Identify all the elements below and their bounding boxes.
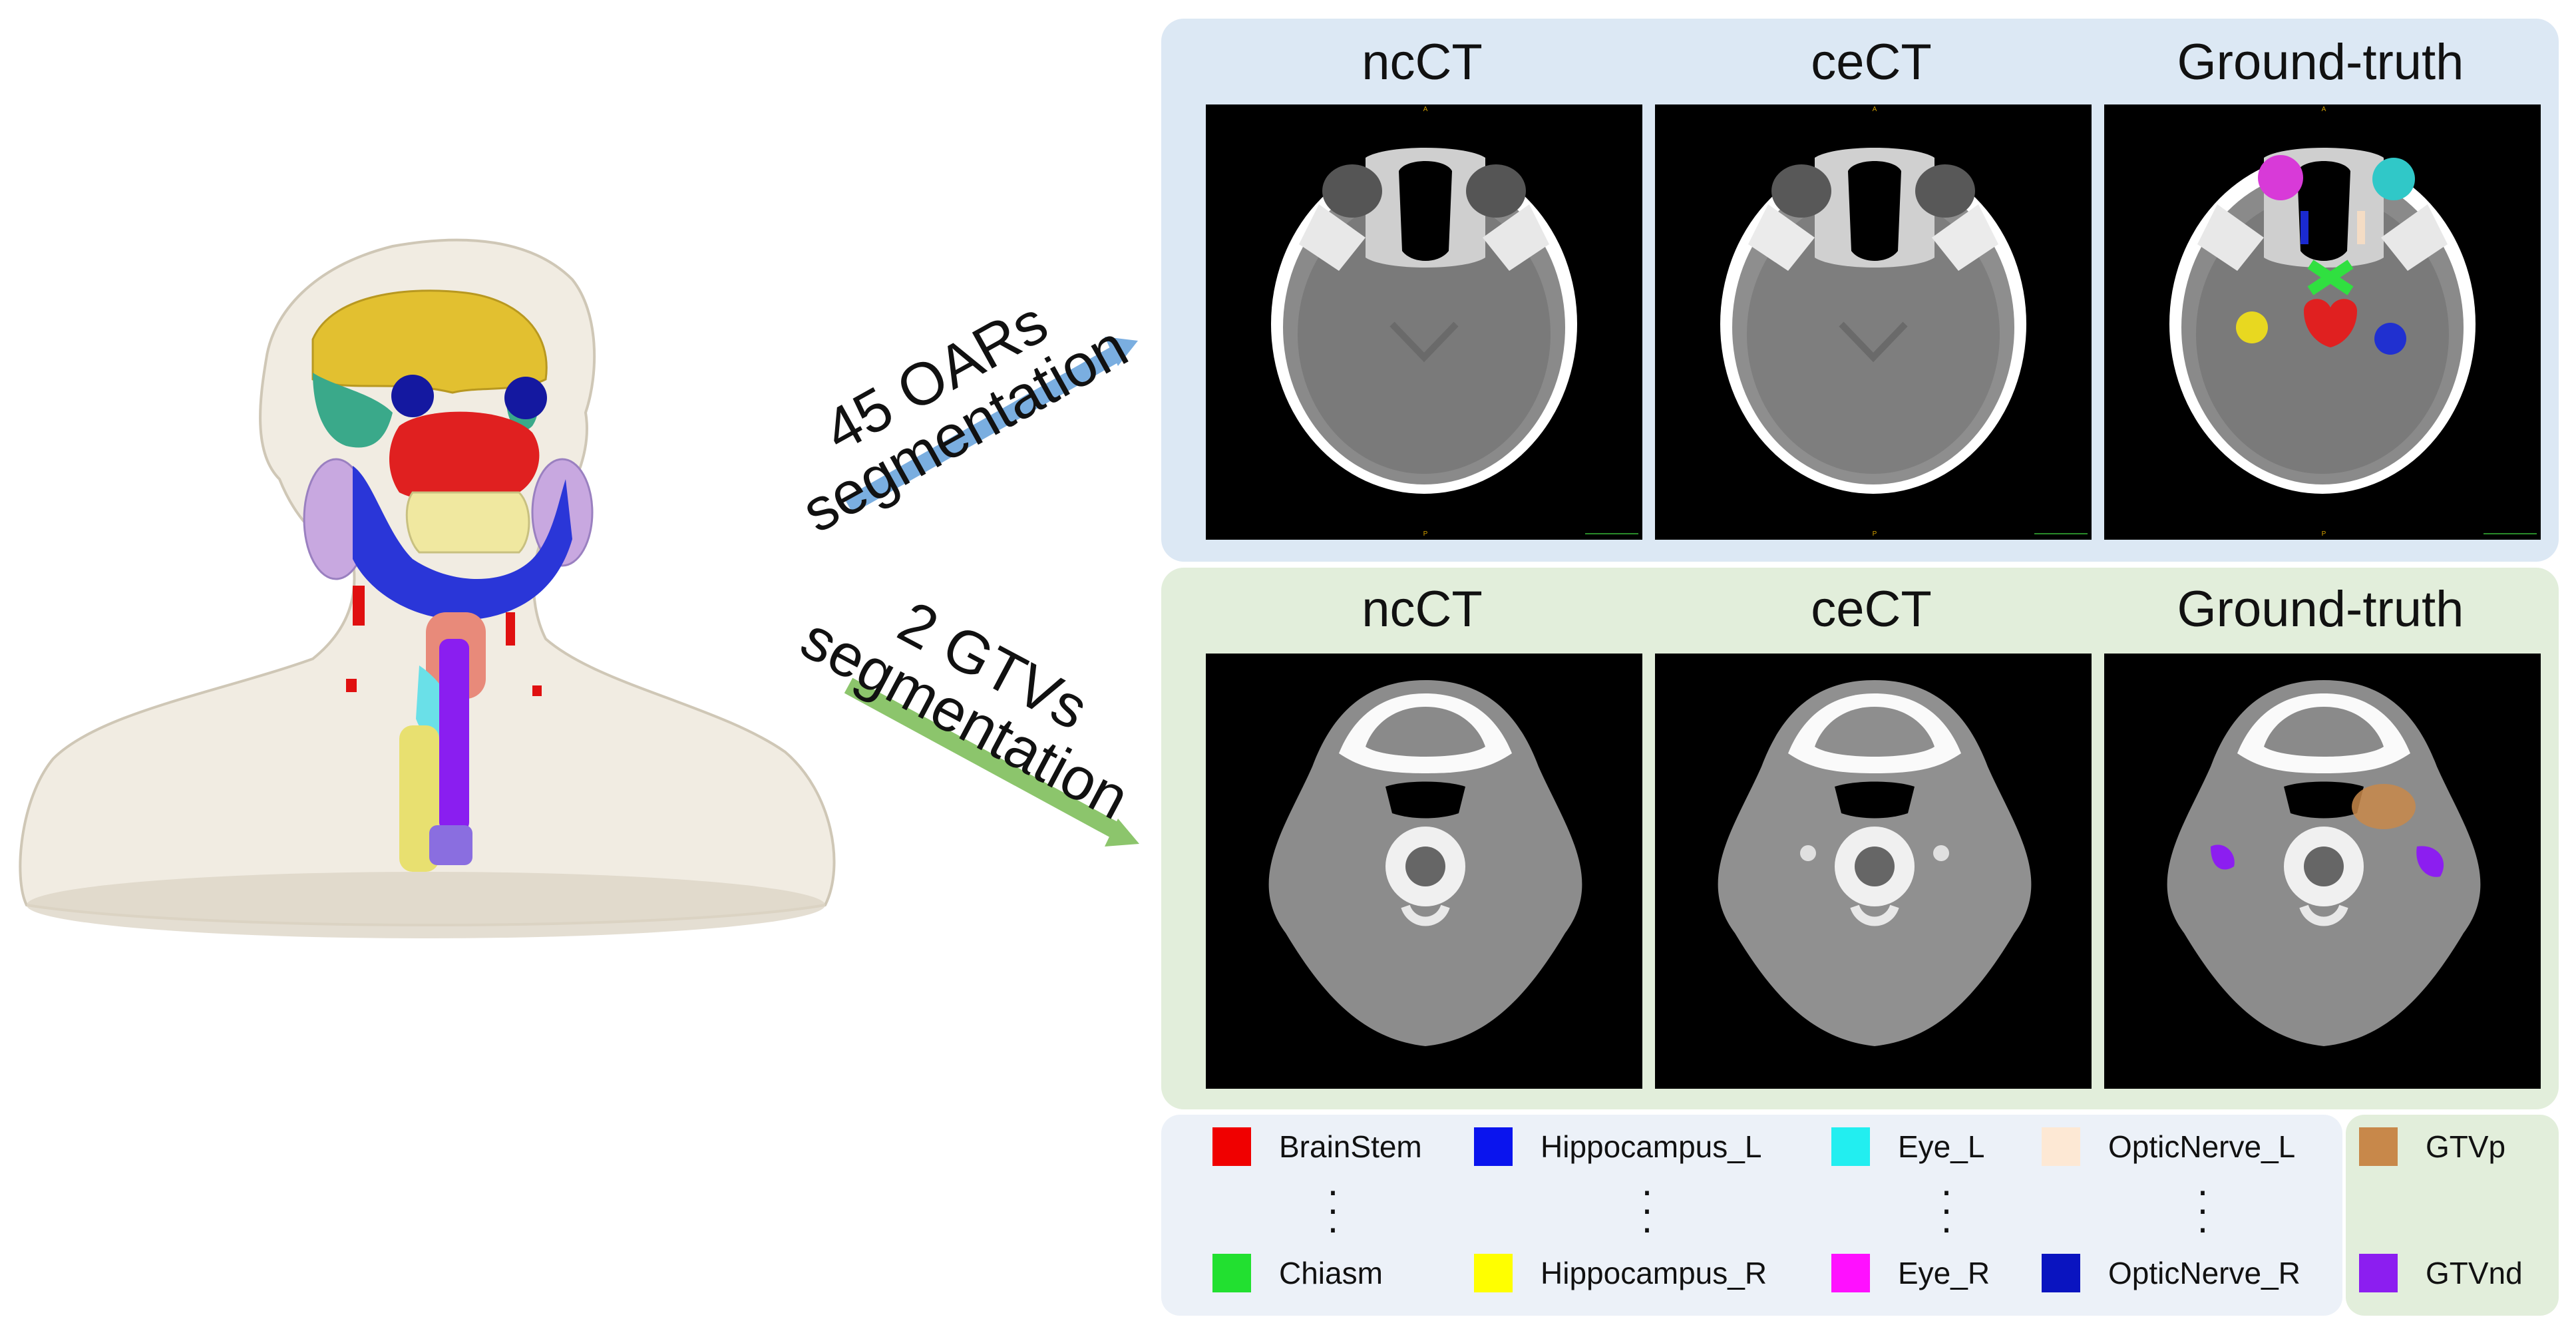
legend-label: Chiasm — [1279, 1256, 1383, 1290]
mandible-structure — [353, 466, 572, 620]
legend-label: Eye_L — [1898, 1129, 1985, 1164]
legend-item-gtvnd: GTVnd — [2359, 1251, 2523, 1295]
legend-label: Eye_R — [1898, 1256, 1990, 1290]
legend-item-chiasm: Chiasm — [1212, 1251, 1383, 1295]
legend-swatch — [1212, 1254, 1251, 1292]
legend-label: OpticNerve_R — [2108, 1256, 2300, 1290]
title-top-ncct: ncCT — [1362, 34, 1483, 91]
gtvs-arrow — [844, 677, 1139, 847]
legend-label: OpticNerve_L — [2108, 1129, 2296, 1164]
gt-gtvp — [2352, 784, 2416, 829]
gt-hippocampus-l — [2374, 323, 2406, 355]
temporal-structure — [313, 373, 393, 448]
legend-swatch — [2359, 1127, 2398, 1166]
svg-text:A: A — [1423, 106, 1428, 113]
scan-top-groundtruth: A P — [2104, 104, 2541, 540]
scan-top-cect: A P — [1655, 104, 2092, 540]
title-bot-gt: Ground-truth — [2177, 581, 2464, 638]
legend-item-opticnerve-r: OpticNerve_R — [2042, 1251, 2300, 1295]
legend-swatch — [1831, 1254, 1870, 1292]
legend-swatch — [1474, 1127, 1513, 1166]
scan-bot-groundtruth — [2104, 654, 2541, 1089]
legend-item-eye-l: Eye_L — [1831, 1125, 1984, 1169]
svg-text:P: P — [1873, 530, 1877, 538]
legend-swatch — [2042, 1254, 2080, 1292]
legend-swatch — [1831, 1127, 1870, 1166]
legend-swatch — [2042, 1127, 2080, 1166]
legend-ellipsis: · · · — [2196, 1168, 2209, 1250]
head-3d-rendering — [19, 238, 836, 938]
legend-label: BrainStem — [1279, 1129, 1422, 1164]
svg-text:P: P — [1423, 530, 1428, 538]
gt-eye-right — [2258, 155, 2303, 200]
oars-arrow — [844, 337, 1138, 514]
gt-hippocampus-r — [2236, 311, 2268, 343]
legend-swatch — [2359, 1254, 2398, 1292]
legend-item-hippocampus-l: Hippocampus_L — [1474, 1125, 1761, 1169]
scan-bot-cect — [1655, 654, 2092, 1089]
legend-item-gtvp: GTVp — [2359, 1125, 2505, 1169]
eye-right-3d — [504, 377, 547, 419]
arrows-layer: 45 OARs segmentation 2 GTVs segmentation — [791, 289, 1139, 847]
gt-eye-left — [2372, 158, 2415, 200]
legend-item-eye-r: Eye_R — [1831, 1251, 1990, 1295]
legend-label: GTVnd — [2426, 1256, 2523, 1290]
gt-gtvnd-right — [2416, 846, 2444, 877]
scan-top-ncct: A P — [1206, 104, 1642, 540]
gt-chiasm — [2307, 260, 2354, 295]
title-bot-cect: ceCT — [1811, 581, 1932, 638]
gt-brainstem — [2304, 299, 2357, 347]
svg-text:A: A — [1873, 106, 1877, 113]
red-structure — [389, 411, 540, 502]
legend-swatch — [1474, 1254, 1513, 1292]
legend-item-hippocampus-r: Hippocampus_R — [1474, 1251, 1767, 1295]
legend-swatch — [1212, 1127, 1251, 1166]
legend-item-brainstem: BrainStem — [1212, 1125, 1422, 1169]
title-top-gt: Ground-truth — [2177, 34, 2464, 91]
title-bot-ncct: ncCT — [1362, 581, 1483, 638]
gt-gtvnd-left — [2211, 845, 2235, 870]
svg-text:A: A — [2322, 106, 2326, 113]
legend-ellipsis: · · · — [1326, 1168, 1340, 1250]
legend-label: Hippocampus_L — [1541, 1129, 1762, 1164]
legend-label: Hippocampus_R — [1541, 1256, 1767, 1290]
eye-left-3d — [391, 375, 434, 417]
legend-ellipsis: · · · — [1940, 1168, 1953, 1250]
legend-label: GTVp — [2426, 1129, 2506, 1164]
scan-bot-ncct — [1206, 654, 1642, 1089]
svg-text:P: P — [2322, 530, 2326, 538]
legend-ellipsis: · · · — [1640, 1168, 1654, 1250]
title-top-cect: ceCT — [1811, 34, 1932, 91]
legend-item-opticnerve-l: OpticNerve_L — [2042, 1125, 2295, 1169]
legend-oar — [1161, 1115, 2342, 1316]
